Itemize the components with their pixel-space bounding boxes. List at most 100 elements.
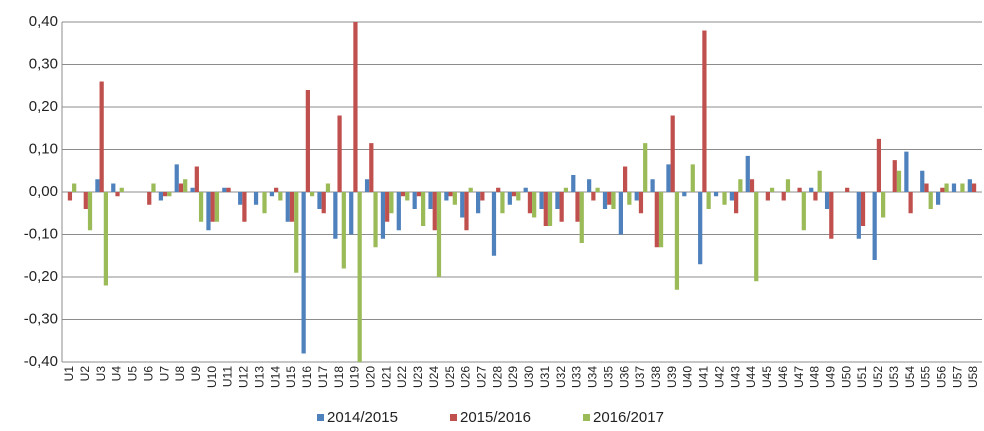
x-tick-label: U47: [792, 366, 806, 388]
x-tick-label: U15: [284, 366, 298, 388]
x-tick-label: U28: [490, 366, 504, 388]
bar: [682, 192, 687, 197]
x-tick-label: U10: [205, 366, 219, 388]
y-tick-label: -0,10: [24, 225, 58, 242]
bar: [385, 192, 390, 222]
bar: [269, 192, 275, 197]
bar: [658, 192, 664, 248]
bar: [190, 187, 195, 192]
bar: [222, 187, 227, 192]
bar: [353, 22, 358, 192]
bar: [99, 81, 104, 192]
bar: [444, 192, 449, 201]
x-tick-label: U2: [78, 366, 92, 382]
bar: [111, 183, 116, 192]
bar: [432, 192, 437, 231]
bar: [967, 179, 972, 192]
bar: [103, 192, 108, 286]
x-tick-label: U26: [459, 366, 473, 388]
bar: [595, 187, 600, 192]
bar: [829, 192, 834, 239]
bar: [523, 187, 528, 192]
bar: [325, 183, 331, 192]
bar: [936, 192, 941, 205]
bar: [734, 192, 739, 214]
bar: [278, 192, 283, 201]
bar: [527, 192, 533, 214]
bar: [924, 183, 929, 192]
x-tick-label: U7: [157, 366, 171, 382]
bar: [262, 192, 267, 214]
x-tick-label: U40: [681, 366, 695, 388]
x-tick-label: U33: [570, 366, 584, 388]
bar: [722, 192, 727, 205]
x-tick-label: U31: [538, 366, 552, 388]
bar: [480, 192, 485, 201]
bar: [813, 192, 818, 201]
bar: [491, 192, 497, 256]
y-tick-label: -0,40: [24, 353, 58, 370]
bar: [349, 192, 354, 235]
bar: [428, 192, 433, 209]
x-tick-label: U14: [268, 366, 282, 388]
bar: [511, 192, 517, 197]
bar: [95, 179, 100, 192]
bar: [214, 192, 220, 222]
bar: [765, 192, 770, 201]
bar: [452, 192, 457, 205]
bar: [373, 192, 378, 248]
bar: [507, 192, 512, 205]
bar: [908, 192, 913, 214]
bar: [389, 192, 394, 214]
bar: [944, 183, 949, 192]
bar: [294, 192, 299, 273]
x-tick-label: U51: [855, 366, 869, 388]
legend-label: 2016/2017: [593, 409, 664, 426]
bar: [464, 192, 469, 231]
bar: [587, 179, 592, 192]
bar: [183, 179, 188, 192]
bar: [460, 192, 465, 218]
x-tick-label: U22: [395, 366, 409, 388]
x-tick-label: U43: [728, 366, 742, 388]
bar: [702, 30, 707, 192]
x-tick-label: U39: [665, 366, 679, 388]
bar: [951, 183, 957, 192]
x-tick-label: U52: [871, 366, 885, 388]
bar: [253, 192, 259, 205]
x-tick-label: U49: [823, 366, 837, 388]
bar: [904, 151, 909, 192]
bar: [785, 179, 791, 192]
bar: [274, 187, 279, 192]
bar: [618, 192, 623, 235]
x-tick-label: U32: [554, 366, 568, 388]
bar: [713, 192, 719, 197]
legend-marker: [317, 414, 324, 421]
bar: [801, 192, 806, 231]
y-tick-label: -0,20: [24, 268, 58, 285]
bar: [167, 192, 172, 197]
bar: [174, 164, 179, 192]
x-tick-label: U18: [332, 366, 346, 388]
bar: [210, 192, 215, 222]
bar: [856, 192, 861, 239]
bar: [698, 192, 703, 265]
bar: [547, 192, 553, 226]
bar: [162, 192, 168, 197]
bar: [797, 187, 802, 192]
bar: [860, 192, 866, 226]
bar: [706, 192, 711, 209]
x-tick-label: U53: [887, 366, 901, 388]
bar: [845, 187, 850, 192]
x-tick-label: U17: [316, 366, 330, 388]
y-tick-label: -0,30: [24, 310, 58, 327]
x-tick-label: U34: [586, 366, 600, 388]
y-tick-label: 0,00: [29, 183, 58, 200]
x-tick-label: U37: [633, 366, 647, 388]
bar: [115, 192, 120, 197]
bar: [928, 192, 933, 209]
bar: [824, 192, 830, 209]
x-tick-label: U1: [62, 366, 76, 382]
legend-label: 2014/2015: [327, 409, 398, 426]
